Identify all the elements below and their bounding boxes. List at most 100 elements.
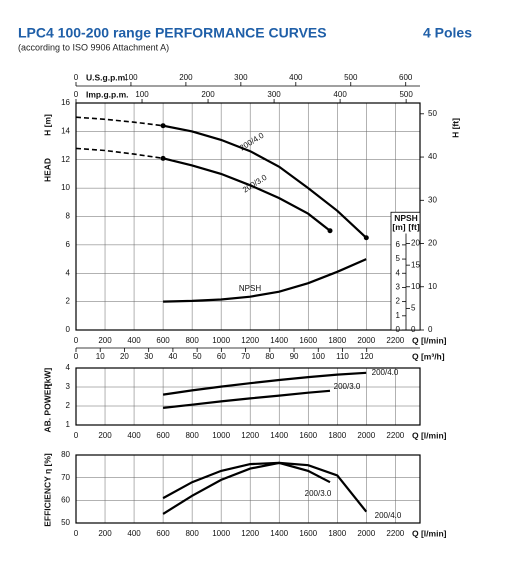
x-tick-label: 1200	[241, 529, 259, 538]
axis-tick-label: 0	[74, 73, 79, 82]
y-axis-title: [kW]	[42, 368, 52, 387]
npsh-tick-label: 3	[396, 283, 401, 292]
axis-tick-label: 70	[241, 352, 250, 361]
x-tick-label: 2200	[386, 529, 404, 538]
axis-tick-label: 500	[399, 90, 413, 99]
npsh-ft-tick-label: 0	[411, 325, 416, 334]
y-tick-label: 12	[61, 155, 70, 164]
x-tick-label: 2000	[357, 431, 375, 440]
poles: 4 Poles	[423, 25, 472, 41]
x-tick-label: 1600	[299, 529, 317, 538]
axis-tick-label: 0	[74, 90, 79, 99]
axis-tick-label: 100	[312, 352, 326, 361]
curve	[162, 461, 368, 515]
y-tick-label: 60	[61, 495, 70, 504]
curve-label: 200/4.0	[238, 130, 266, 152]
y-tick-label: 6	[66, 240, 71, 249]
y-tick-label: 3	[66, 382, 71, 391]
x-tick-label: 2000	[357, 529, 375, 538]
y2-tick-label: 20	[428, 239, 437, 248]
x-tick-label: 0	[74, 529, 79, 538]
x-tick-label: 200	[98, 431, 112, 440]
x-tick-label: 800	[185, 529, 199, 538]
y-tick-label: 80	[61, 450, 70, 459]
y2-tick-label: 0	[428, 325, 433, 334]
x-tick-label: 1800	[328, 529, 346, 538]
page-title: LPC4 100-200 range PERFORMANCE CURVES	[18, 25, 327, 41]
y-axis-title: AB. POWER	[42, 383, 52, 432]
axis-tick-label: 500	[344, 73, 358, 82]
plot-frame	[75, 367, 421, 426]
curve	[162, 371, 367, 396]
axis-tick-label: 300	[234, 73, 248, 82]
x-tick-label: 0	[74, 336, 79, 345]
axis-tick-label: 110	[336, 352, 349, 361]
x-tick-label: 1600	[299, 431, 317, 440]
x-tick-label: 1400	[270, 336, 288, 345]
curve-point	[363, 235, 369, 241]
axis-tick-label: 0	[74, 352, 79, 361]
axis-tick-label: 400	[289, 73, 303, 82]
axis-tick-label: 120	[360, 352, 374, 361]
curve	[162, 157, 331, 232]
npsh-unit-ft: [ft]	[408, 222, 419, 232]
npsh-unit-m: [m]	[392, 222, 405, 232]
axis-tick-label: 20	[120, 352, 129, 361]
curve	[162, 461, 331, 500]
axis-tick-label: 200	[201, 90, 215, 99]
npsh-ft-tick-label: 20	[411, 239, 420, 248]
axis-label: U.S.g.p.m.	[86, 72, 128, 82]
npsh-tick-label: 4	[396, 268, 401, 277]
axis-label: Imp.g.p.m.	[86, 89, 129, 99]
x-tick-label: 2000	[357, 336, 375, 345]
y2-tick-label: 40	[428, 152, 437, 161]
axis-tick-label: 90	[290, 352, 299, 361]
axis-label: Q [m³/h]	[412, 351, 445, 361]
x-tick-label: 2200	[386, 336, 404, 345]
npsh-ft-tick-label: 10	[411, 282, 420, 291]
x-tick-label: 1800	[328, 431, 346, 440]
y-tick-label: 10	[61, 183, 70, 192]
npsh-axis-title: NPSH	[394, 213, 418, 223]
curve-point	[327, 228, 333, 234]
curve-point	[160, 155, 166, 161]
y-tick-label: 70	[61, 473, 70, 482]
plot-frame	[75, 454, 421, 524]
x-axis-label: Q [l/min]	[412, 335, 447, 345]
axis-tick-label: 80	[265, 352, 274, 361]
axis-tick-label: 100	[124, 73, 138, 82]
y2-tick-label: 50	[428, 109, 437, 118]
y-tick-label: 2	[66, 401, 71, 410]
x-tick-label: 800	[185, 431, 199, 440]
y2-axis-title: H [ft]	[450, 118, 460, 138]
y-tick-label: 16	[61, 98, 70, 107]
x-tick-label: 400	[127, 336, 141, 345]
subtitle: (according to ISO 9906 Attachment A)	[18, 42, 169, 52]
x-tick-label: 0	[74, 431, 79, 440]
curve-label: 200/3.0	[305, 489, 332, 498]
y-tick-label: 4	[66, 268, 71, 277]
x-tick-label: 1400	[270, 431, 288, 440]
y-tick-label: 50	[61, 518, 70, 527]
axis-tick-label: 60	[217, 352, 226, 361]
axis-tick-label: 600	[399, 73, 413, 82]
x-tick-label: 1000	[212, 431, 230, 440]
x-tick-label: 600	[156, 336, 170, 345]
x-tick-label: 600	[156, 431, 170, 440]
axis-tick-label: 30	[144, 352, 153, 361]
x-tick-label: 600	[156, 529, 170, 538]
y-tick-label: 2	[66, 297, 71, 306]
curve-label: 200/3.0	[334, 382, 361, 391]
npsh-tick-label: 6	[396, 240, 401, 249]
y-tick-label: 4	[66, 363, 71, 372]
x-tick-label: 1200	[241, 431, 259, 440]
npsh-ft-tick-label: 15	[411, 260, 420, 269]
npsh-tick-label: 0	[396, 325, 401, 334]
x-tick-label: 1000	[212, 336, 230, 345]
curve	[163, 258, 367, 303]
curve	[75, 116, 164, 127]
x-tick-label: 800	[185, 336, 199, 345]
curve	[162, 389, 331, 409]
curve-label: NPSH	[239, 284, 261, 293]
x-axis-label: Q [l/min]	[412, 528, 447, 538]
